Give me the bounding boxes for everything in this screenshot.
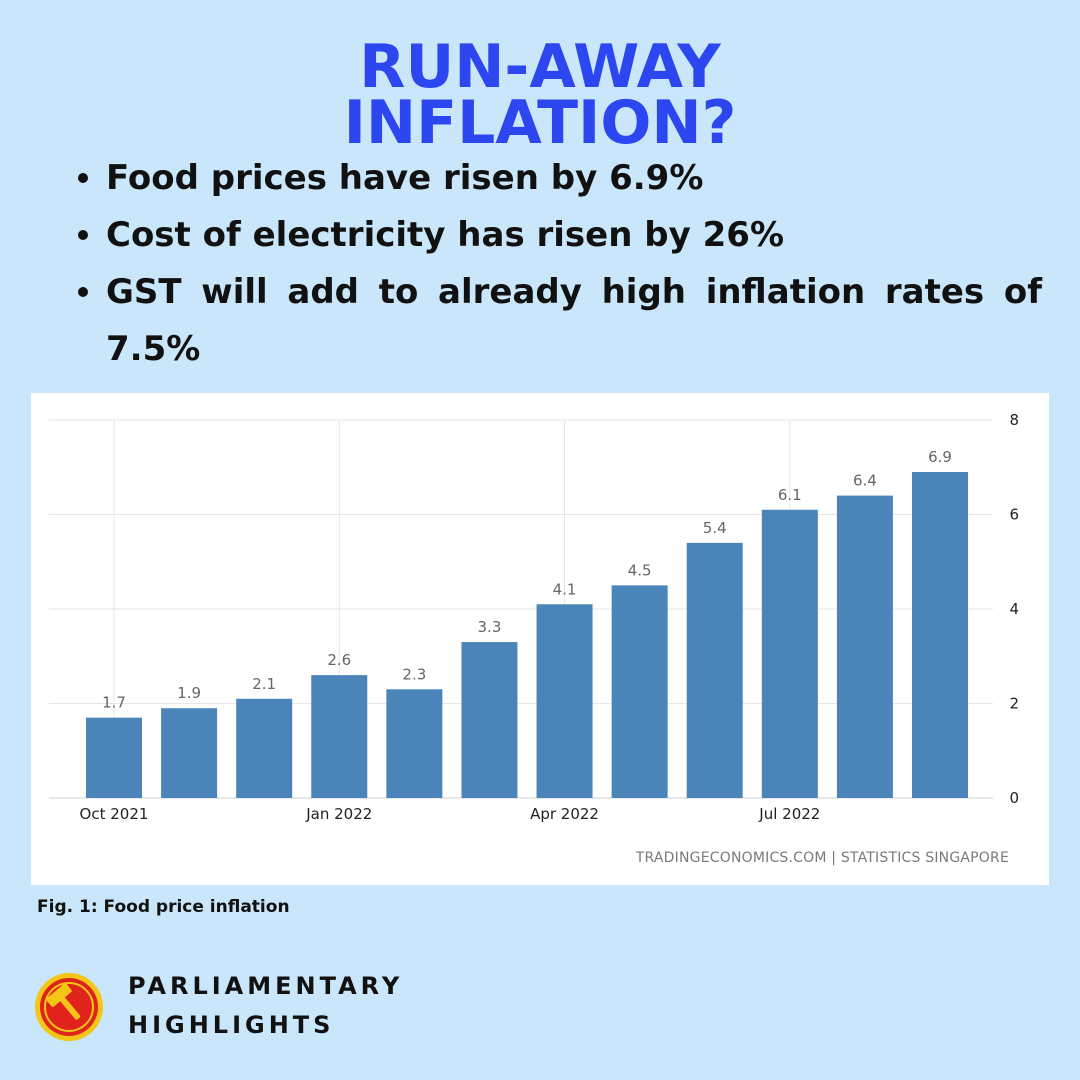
figure-caption: Fig. 1: Food price inflation <box>37 897 290 917</box>
bar-jul-2022 <box>761 509 818 798</box>
y-tick-label: 8 <box>1009 411 1019 429</box>
bar-apr-2022 <box>536 604 593 798</box>
bar-value-label: 4.5 <box>628 561 652 579</box>
bar-mar-2022 <box>461 642 518 798</box>
bar-value-label: 4.1 <box>553 580 577 598</box>
bullet-highlight: 26% <box>702 215 785 255</box>
brand-line-1: PARLIAMENTARY <box>128 972 404 1000</box>
y-tick-label: 4 <box>1009 600 1019 618</box>
y-tick-label: 6 <box>1009 506 1019 524</box>
bar-value-label: 3.3 <box>478 618 502 636</box>
bullet-dot <box>78 230 88 240</box>
headline-line-2: INFLATION? <box>343 88 737 158</box>
bar-value-label: 2.6 <box>327 651 351 669</box>
x-tick-label: Oct 2021 <box>80 805 149 823</box>
bar-value-label: 5.4 <box>703 519 727 537</box>
bar-value-label: 6.9 <box>928 448 952 466</box>
bar-aug-2022 <box>836 495 893 798</box>
bar-value-label: 1.9 <box>177 684 201 702</box>
bar-sep-2022 <box>912 471 968 798</box>
x-tick-label: Apr 2022 <box>530 805 599 823</box>
food-inflation-chart: 0 2 4 6 8 1.7 1.9 2.1 2.6 2.3 3.3 4.1 4.5 5.4 6.1 6.4 6.… <box>49 411 1019 823</box>
bullet-text: Food prices have risen by <box>106 158 610 198</box>
y-tick-label: 0 <box>1009 789 1019 807</box>
x-tick-label: Jul 2022 <box>758 805 820 823</box>
bar-oct-2021 <box>86 717 142 798</box>
bar-value-label: 6.1 <box>778 486 802 504</box>
bullet-text: Cost of electricity has risen by <box>106 215 703 255</box>
bar-value-label: 1.7 <box>102 694 126 712</box>
bullet-dot <box>78 173 88 183</box>
bar-may-2022 <box>611 585 668 798</box>
bullet-dot <box>78 287 88 297</box>
bar-feb-2022 <box>386 689 443 798</box>
brand-line-2: HIGHLIGHTS <box>128 1011 335 1039</box>
x-tick-label: Jan 2022 <box>305 805 372 823</box>
bar-jan-2022 <box>311 675 368 798</box>
bullet-text: GST will add to already high inflation r… <box>106 272 1042 312</box>
bar-value-label: 2.3 <box>402 665 426 683</box>
y-tick-label: 2 <box>1009 695 1019 713</box>
bullet-highlight: 6.9% <box>609 158 704 198</box>
bar-jun-2022 <box>686 542 743 798</box>
bullet-highlight: 7.5% <box>106 329 201 369</box>
bar-dec-2021 <box>236 698 293 798</box>
bar-value-label: 2.1 <box>252 675 276 693</box>
chart-source: TRADINGECONOMICS.COM | STATISTICS SINGAP… <box>635 850 1009 866</box>
bar-value-label: 6.4 <box>853 472 877 490</box>
bar-nov-2021 <box>161 708 218 798</box>
hammer-emblem-icon <box>35 973 103 1041</box>
bullet-food-prices: Food prices have risen by 6.9% <box>78 150 1042 207</box>
bullet-electricity: Cost of electricity has risen by 26% <box>78 207 1042 264</box>
chart-card: 0 2 4 6 8 1.7 1.9 2.1 2.6 2.3 3.3 4.1 4.5 5.4 6.1 6.4 6.… <box>31 393 1049 885</box>
headline-line-1: RUN-AWAY <box>359 32 721 102</box>
bullet-gst: GST will add to already high inflation r… <box>78 264 1042 378</box>
bullet-list: Food prices have risen by 6.9% Cost of e… <box>78 150 1042 378</box>
